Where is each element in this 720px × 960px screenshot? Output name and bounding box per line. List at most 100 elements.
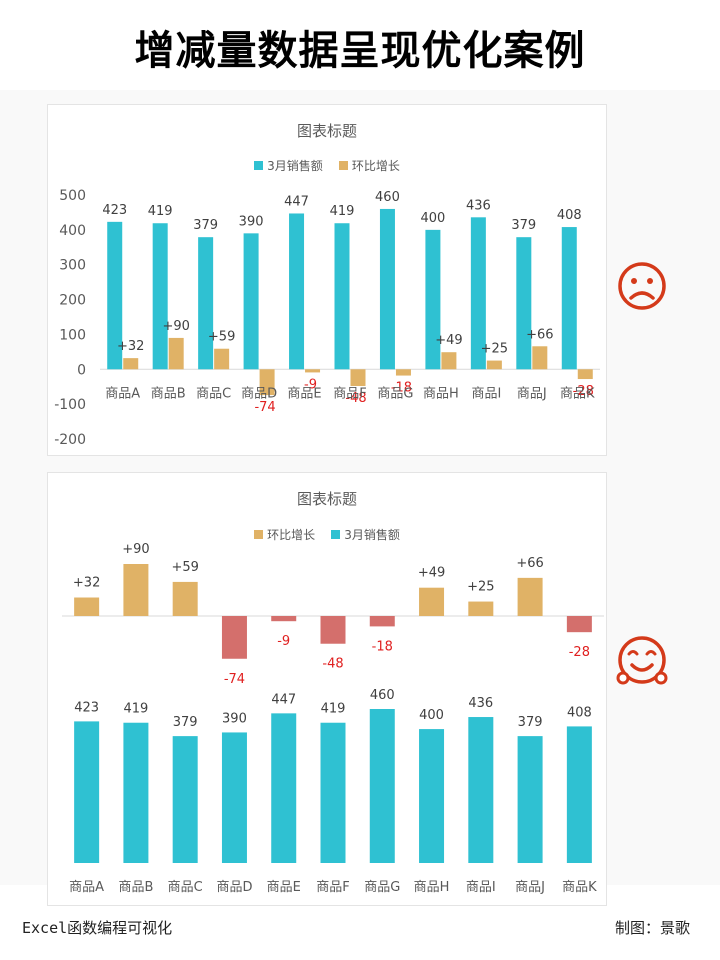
legend-item-growth: 环比增长: [338, 157, 400, 174]
sales-bar: [243, 233, 259, 370]
legend-item-growth-2: 环比增长: [254, 526, 315, 543]
category-label: 商品D: [216, 880, 252, 895]
sales-data-label: 379: [518, 715, 543, 730]
growth-data-label: -18: [372, 639, 393, 654]
chart-panel-clustered: 图表标题 3月销售额 环比增长 500 400 300 200 100 0 -100 -200…: [47, 104, 607, 456]
category-label: 商品A: [69, 880, 104, 895]
growth-data-label: +90: [162, 319, 189, 334]
y-tick-label: 200: [59, 293, 86, 309]
category-label: 商品I: [471, 386, 501, 401]
category-label: 商品F: [316, 880, 349, 895]
sales-bar: [517, 736, 543, 863]
growth-bar: [123, 358, 139, 370]
sales-data-label: 379: [173, 715, 198, 730]
growth-data-label: -9: [304, 377, 317, 392]
sales-data-label: 400: [420, 211, 445, 226]
sales-bar: [516, 237, 532, 370]
growth-bar: [168, 337, 184, 370]
growth-bar: [123, 564, 149, 616]
sales-bar: [419, 729, 445, 863]
growth-data-label: +32: [73, 576, 100, 591]
sales-bar: [561, 227, 577, 370]
sales-bar: [369, 709, 395, 863]
category-label: 商品B: [118, 880, 153, 895]
y-tick-label: -200: [54, 432, 86, 448]
category-label: 商品G: [364, 880, 400, 895]
sales-data-label: 408: [567, 705, 592, 720]
chart-legend-2: 环比增长 3月销售额: [48, 526, 606, 543]
growth-data-label: +90: [122, 542, 149, 557]
sales-data-label: 419: [148, 204, 173, 219]
category-label: 商品K: [560, 386, 595, 401]
chart-plot-split: +32 423 商品A +90 419 商品B +59 379 商品C -74 390 商品D -9 44…: [62, 542, 604, 895]
legend-item-sales-2: 3月销售额: [331, 526, 400, 543]
sales-data-label: 423: [74, 700, 99, 715]
category-label: 商品H: [423, 386, 459, 401]
growth-data-label: +49: [418, 566, 445, 581]
sales-data-label: 379: [511, 218, 536, 233]
sales-bar: [289, 213, 305, 370]
growth-data-label: -48: [345, 391, 366, 406]
growth-data-label: +66: [526, 327, 553, 342]
growth-bar-negative: [271, 616, 297, 622]
growth-bar: [532, 346, 548, 370]
category-label: 商品J: [517, 386, 547, 401]
category-label: 商品A: [105, 386, 140, 401]
growth-bar: [419, 587, 445, 616]
growth-bar: [305, 369, 321, 373]
sales-data-label: 447: [271, 692, 296, 707]
legend-label-sales-2: 3月销售额: [344, 528, 400, 542]
growth-bar: [441, 352, 457, 370]
sales-data-label: 436: [466, 198, 491, 213]
sales-data-label: 379: [193, 218, 218, 233]
growth-data-label: -18: [391, 381, 412, 396]
legend-swatch-growth: [338, 161, 348, 170]
category-label: 商品C: [168, 880, 203, 895]
sales-bar: [152, 223, 168, 370]
growth-bar-negative: [320, 616, 346, 644]
sales-data-label: 460: [375, 190, 400, 205]
sales-bar: [172, 736, 198, 863]
legend-swatch-sales-2: [331, 530, 341, 539]
y-tick-label: -100: [54, 397, 86, 413]
growth-data-label: -28: [569, 645, 590, 660]
chart-plot-clustered: 500 400 300 200 100 0 -100 -200 423 +32 商品A 419 +90 商…: [54, 188, 600, 448]
legend-item-sales: 3月销售额: [254, 157, 323, 174]
y-tick-label: 400: [59, 223, 86, 239]
category-label: 商品B: [151, 386, 186, 401]
growth-data-label: +25: [481, 342, 508, 357]
growth-bar-negative: [566, 616, 592, 633]
growth-bar: [214, 348, 230, 370]
category-label: 商品D: [241, 386, 277, 401]
growth-bar: [395, 369, 411, 376]
category-label: 商品C: [196, 386, 231, 401]
sales-data-label: 390: [222, 711, 247, 726]
sales-bar: [123, 722, 149, 863]
growth-bar: [486, 360, 502, 370]
footer-source: Excel函数编程可视化: [22, 919, 173, 937]
legend-label-growth-2: 环比增长: [267, 528, 316, 542]
sales-bar: [379, 208, 395, 370]
sales-data-label: 419: [123, 702, 148, 717]
category-label: 商品K: [562, 880, 597, 895]
growth-data-label: +32: [117, 339, 144, 354]
legend-label-sales: 3月销售额: [267, 159, 323, 173]
growth-bar: [350, 369, 366, 387]
legend-label-growth: 环比增长: [351, 159, 400, 173]
chart-legend: 3月销售额 环比增长: [48, 157, 606, 174]
chart-panel-split: 图表标题 环比增长 3月销售额 +32 423 商品A +90 419 商品B +59 379…: [47, 472, 607, 906]
y-tick-label: 0: [77, 362, 86, 378]
growth-bar: [74, 597, 100, 616]
sales-data-label: 436: [468, 696, 493, 711]
growth-data-label: -74: [224, 672, 245, 687]
sales-bar: [320, 722, 346, 863]
sales-data-label: 419: [330, 204, 355, 219]
growth-bar: [577, 369, 593, 380]
sad-face-icon: [618, 262, 666, 310]
y-tick-label: 100: [59, 327, 86, 343]
sales-bar: [221, 732, 247, 863]
growth-bar: [468, 601, 494, 616]
sales-bar: [107, 221, 123, 370]
growth-bar-negative: [369, 616, 395, 627]
category-label: 商品E: [287, 386, 321, 401]
